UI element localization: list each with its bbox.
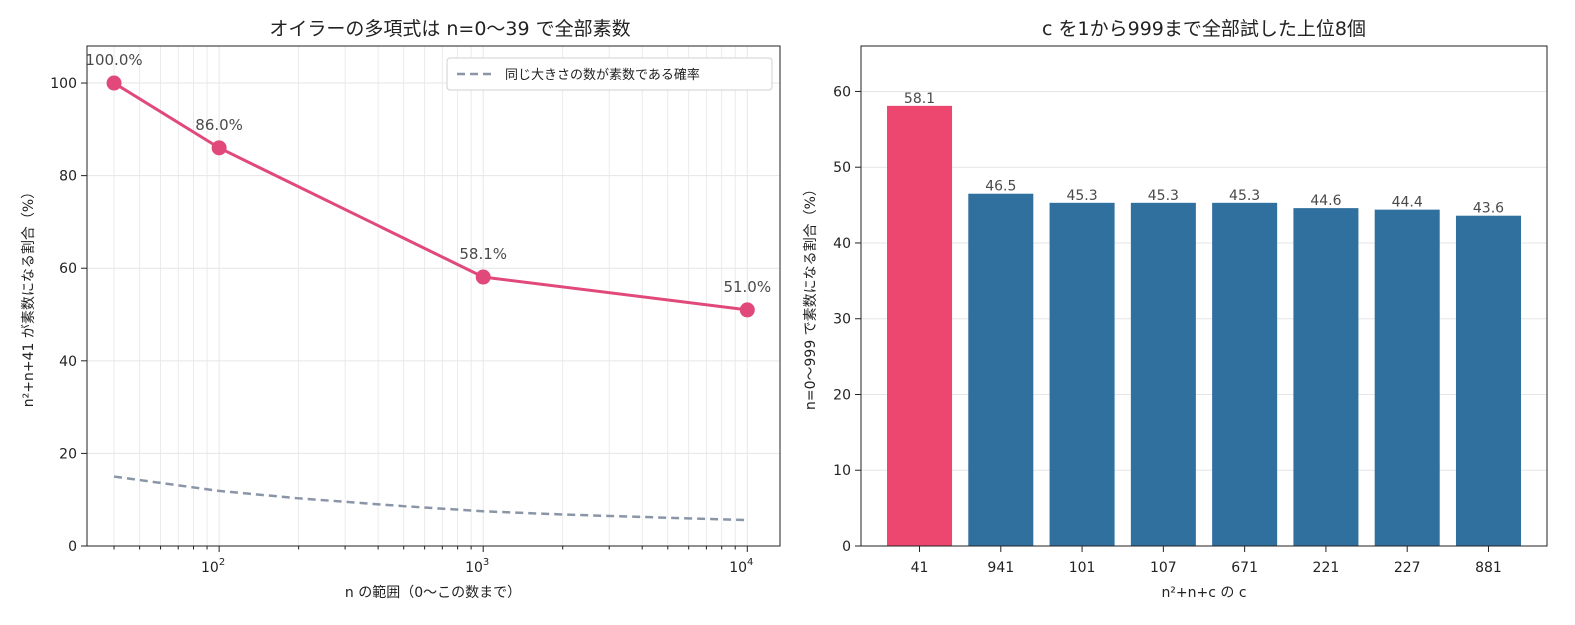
- left-data-labels: 100.0% 86.0% 58.1% 51.0%: [85, 51, 771, 296]
- right-x-tick-label: 941: [987, 560, 1014, 576]
- right-y-tick-label: 60: [833, 84, 851, 100]
- right-y-tick-label: 20: [833, 387, 851, 403]
- prime-ratio-point: [739, 302, 755, 318]
- bar: [1049, 202, 1115, 546]
- right-x-tick-label: 41: [911, 560, 929, 576]
- right-bars: [887, 105, 1521, 547]
- prime-ratio-data-label: 51.0%: [723, 278, 771, 296]
- left-y-tick-label: 0: [68, 539, 77, 555]
- left-y-tick-label: 100: [50, 76, 77, 92]
- left-x-tick-label: 104: [729, 557, 753, 576]
- left-x-tick-base: 10: [201, 560, 219, 576]
- bar-value-label: 45.3: [1066, 188, 1097, 204]
- bar-value-label: 58.1: [904, 91, 935, 107]
- legend-box: [446, 57, 773, 91]
- right-x-tick-label: 107: [1150, 560, 1177, 576]
- bar: [1212, 202, 1278, 546]
- left-x-tick-exponent: 3: [483, 557, 489, 568]
- bar: [1293, 208, 1359, 546]
- left-y-tick-label: 80: [59, 169, 77, 185]
- left-x-tick-base: 10: [729, 560, 747, 576]
- prime-ratio-point: [106, 75, 122, 91]
- right-x-axis-label: n²+n+c の c: [1161, 585, 1246, 601]
- legend-label: 同じ大きさの数が素数である確率: [505, 67, 700, 83]
- prime-ratio-point: [475, 269, 491, 285]
- right-x-tick-label: 221: [1313, 560, 1340, 576]
- right-x-tick-label: 227: [1394, 560, 1421, 576]
- right-chart: c を1から999まで全部試した上位8個 0 10 20 30 40 50 60 41 941 1…: [802, 18, 1548, 601]
- left-y-tick-label: 20: [59, 446, 77, 462]
- right-x-tick-label: 101: [1069, 560, 1096, 576]
- left-y-axis-label: n²+n+41 が素数になる割合（%）: [20, 185, 37, 407]
- prime-ratio-line: [113, 81, 748, 312]
- right-y-tick-label: 10: [833, 463, 851, 479]
- left-y-tick-label: 60: [59, 261, 77, 277]
- left-chart-title: オイラーの多項式は n=0〜39 で全部素数: [269, 18, 630, 40]
- prime-ratio-data-label: 58.1%: [459, 245, 507, 263]
- bar-value-label: 43.6: [1473, 201, 1504, 217]
- left-x-tick-exponent: 2: [219, 557, 225, 568]
- left-x-tick-exponent: 4: [747, 557, 753, 568]
- right-chart-title: c を1から999まで全部試した上位8個: [1042, 18, 1366, 40]
- left-x-tick-base: 10: [465, 560, 483, 576]
- right-plot-frame: [860, 45, 1548, 547]
- right-y-tick-label: 40: [833, 236, 851, 252]
- right-y-axis-label: n=0〜999 で素数になる割合（%）: [802, 182, 819, 410]
- bar: [1455, 215, 1521, 547]
- right-ticks: 0 10 20 30 40 50 60 41 941 101 107 671 221 227 881: [833, 84, 1502, 576]
- left-series: [106, 75, 755, 522]
- left-x-tick-label: 102: [201, 557, 225, 576]
- right-x-tick-label: 881: [1475, 560, 1502, 576]
- left-legend: 同じ大きさの数が素数である確率: [446, 57, 773, 91]
- bar: [968, 193, 1034, 546]
- bar-value-label: 44.6: [1310, 193, 1341, 209]
- bar: [1130, 202, 1196, 546]
- right-x-tick-label: 671: [1231, 560, 1258, 576]
- right-bar-labels: 58.1 46.5 45.3 45.3 45.3 44.6 44.4 43.6: [904, 91, 1504, 217]
- right-y-tick-label: 30: [833, 312, 851, 328]
- prime-ratio-data-label: 86.0%: [195, 116, 243, 134]
- bar-value-label: 45.3: [1229, 188, 1260, 204]
- highlight-bar: [887, 105, 953, 547]
- bar-value-label: 46.5: [985, 179, 1016, 195]
- left-y-tick-label: 40: [59, 354, 77, 370]
- right-y-tick-label: 50: [833, 160, 851, 176]
- bar-value-label: 45.3: [1148, 188, 1179, 204]
- left-x-tick-label: 103: [465, 557, 489, 576]
- prime-ratio-point: [211, 140, 227, 156]
- bar-value-label: 44.4: [1392, 195, 1423, 211]
- left-x-axis-label: n の範囲（0〜この数まで）: [345, 584, 521, 601]
- prime-ratio-data-label: 100.0%: [85, 51, 142, 69]
- bar: [1374, 209, 1440, 547]
- dashed-prime-probability-line: [113, 475, 748, 522]
- right-y-tick-label: 0: [842, 539, 851, 555]
- left-plot-frame: [86, 45, 781, 547]
